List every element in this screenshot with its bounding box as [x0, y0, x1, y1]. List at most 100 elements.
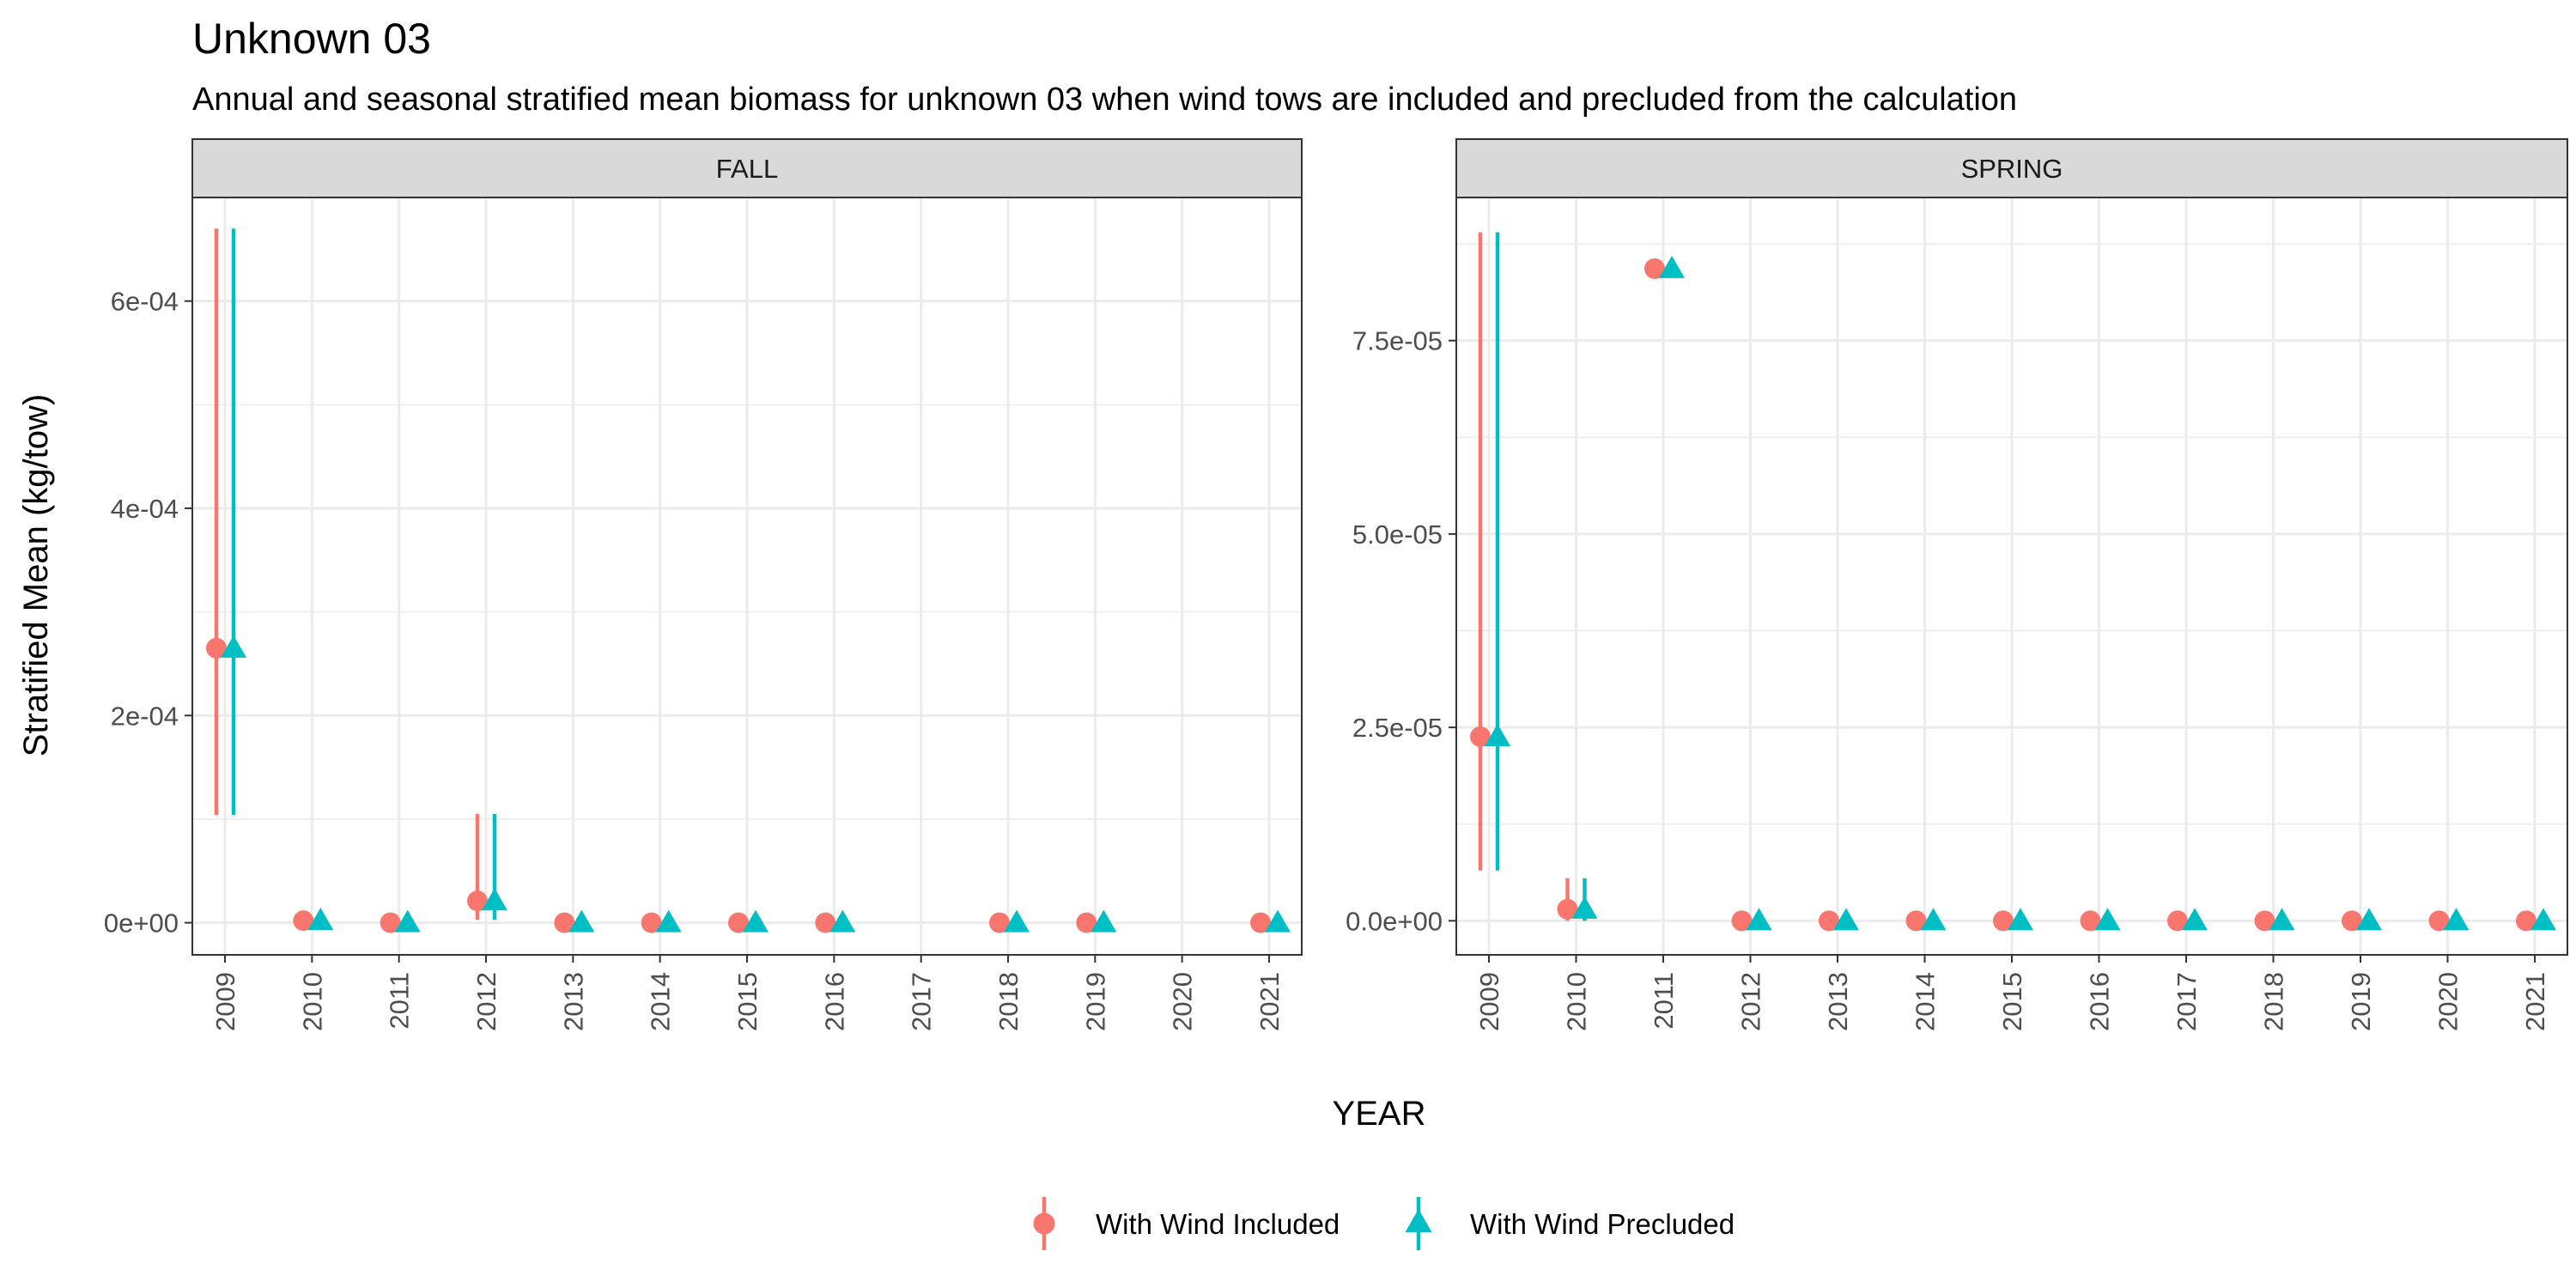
included-point-spring-2016 — [2080, 910, 2101, 932]
precluded-point-fall-2009 — [221, 635, 246, 658]
x-tick-label-fall: 2015 — [732, 972, 762, 1031]
included-point-spring-2010 — [1557, 898, 1578, 920]
panel-border-fall — [191, 197, 1303, 956]
included-point-fall-2019 — [1076, 912, 1097, 933]
included-point-fall-2014 — [641, 912, 662, 933]
y-axis-title: Stratified Mean (kg/tow) — [17, 394, 55, 756]
precluded-point-fall-2016 — [829, 909, 856, 933]
x-tick-label-fall: 2012 — [471, 972, 501, 1031]
y-tick-label-spring: 7.5e-05 — [1352, 326, 1443, 356]
x-tick-label-fall: 2013 — [558, 972, 588, 1031]
precluded-point-fall-2013 — [568, 909, 595, 933]
x-tick-label-fall: 2011 — [385, 972, 415, 1030]
x-tick-label-spring: 2017 — [2172, 972, 2202, 1031]
included-point-fall-2016 — [815, 912, 836, 933]
y-tick-label-spring: 2.5e-05 — [1352, 713, 1443, 743]
included-point-spring-2014 — [1905, 910, 1927, 932]
precluded-point-spring-2013 — [1833, 908, 1859, 931]
precluded-point-fall-2018 — [1004, 909, 1030, 933]
chart-subtitle: Annual and seasonal stratified mean biom… — [192, 82, 2017, 118]
y-tick-label-spring: 5.0e-05 — [1352, 519, 1443, 550]
y-tick-label-fall: 2e-04 — [111, 701, 179, 731]
x-tick-label-spring: 2016 — [2085, 972, 2115, 1031]
precluded-point-fall-2010 — [307, 908, 334, 931]
legend-key-precluded-triangle — [1405, 1209, 1432, 1232]
included-point-fall-2013 — [554, 912, 575, 933]
precluded-point-spring-2016 — [2094, 908, 2121, 931]
included-point-fall-2009 — [206, 637, 227, 659]
precluded-point-spring-2015 — [2008, 908, 2033, 931]
x-tick-label-spring: 2020 — [2433, 972, 2464, 1031]
precluded-point-spring-2011 — [1659, 255, 1685, 278]
legend-key-with-wind-included — [1033, 1197, 1055, 1250]
included-point-spring-2009 — [1470, 726, 1491, 747]
x-tick-label-spring: 2011 — [1649, 972, 1679, 1030]
x-tick-label-spring: 2013 — [1823, 972, 1853, 1031]
precluded-point-spring-2018 — [2269, 908, 2295, 931]
x-tick-label-spring: 2019 — [2346, 972, 2376, 1031]
x-tick-label-fall: 2021 — [1255, 972, 1285, 1031]
included-point-spring-2021 — [2516, 910, 2537, 932]
precluded-point-fall-2019 — [1091, 909, 1117, 933]
included-point-spring-2020 — [2428, 910, 2450, 932]
x-tick-label-fall: 2016 — [819, 972, 849, 1031]
x-tick-label-fall: 2009 — [210, 972, 240, 1031]
included-point-spring-2013 — [1819, 910, 1839, 932]
precluded-point-spring-2009 — [1485, 723, 1510, 746]
included-point-fall-2010 — [293, 910, 314, 932]
included-point-spring-2011 — [1644, 258, 1665, 279]
included-point-spring-2018 — [2254, 910, 2275, 932]
x-tick-label-spring: 2014 — [1911, 972, 1941, 1031]
included-point-fall-2012 — [467, 890, 488, 912]
included-point-spring-2019 — [2342, 910, 2362, 932]
x-tick-label-spring: 2010 — [1562, 972, 1592, 1031]
legend-key-included-dot — [1033, 1212, 1055, 1235]
legend-label-with-wind-included: With Wind Included — [1096, 1208, 1340, 1240]
panels-layer: FALL 0e+00 2e-04 4e-04 6e-04 2009 2010 2011 2012… — [104, 138, 2568, 1031]
y-tick-label-spring: 0.0e+00 — [1346, 906, 1443, 936]
legend: With Wind Included With Wind Precluded — [1033, 1197, 1735, 1250]
precluded-point-fall-2014 — [655, 909, 682, 933]
precluded-point-spring-2010 — [1571, 896, 1598, 919]
legend-label-with-wind-precluded: With Wind Precluded — [1470, 1208, 1735, 1240]
included-point-spring-2015 — [1993, 910, 2014, 932]
precluded-point-fall-2021 — [1265, 909, 1291, 933]
x-tick-label-spring: 2012 — [1736, 972, 1766, 1031]
precluded-point-spring-2012 — [1746, 908, 1772, 931]
legend-key-with-wind-precluded — [1405, 1197, 1432, 1250]
y-tick-label-fall: 4e-04 — [111, 494, 179, 524]
facet-strip-spring — [1455, 138, 2568, 198]
panel-border-spring — [1455, 197, 2568, 956]
x-tick-label-spring: 2015 — [1997, 972, 2027, 1031]
x-tick-label-fall: 2020 — [1168, 972, 1198, 1031]
x-tick-label-spring: 2021 — [2520, 972, 2550, 1031]
x-tick-label-fall: 2017 — [907, 972, 937, 1031]
precluded-point-spring-2020 — [2443, 908, 2470, 931]
included-point-spring-2017 — [2167, 910, 2188, 932]
facet-strip-fall — [191, 138, 1303, 198]
precluded-point-fall-2015 — [743, 909, 769, 933]
included-point-fall-2015 — [728, 912, 749, 933]
x-tick-label-fall: 2018 — [993, 972, 1024, 1031]
y-tick-label-fall: 0e+00 — [104, 908, 179, 939]
precluded-point-fall-2012 — [482, 888, 507, 911]
x-axis-title: YEAR — [1333, 1095, 1426, 1133]
x-tick-label-fall: 2019 — [1080, 972, 1110, 1031]
facet-strip-label-fall: FALL — [716, 154, 778, 184]
x-tick-label-spring: 2018 — [2259, 972, 2289, 1031]
included-point-fall-2021 — [1250, 912, 1271, 933]
precluded-point-fall-2011 — [394, 909, 421, 933]
x-tick-label-spring: 2009 — [1474, 972, 1504, 1031]
panel-spring: SPRING 0.0e+00 2.5e-05 5.0e-05 7.5e-05 2009 20… — [1346, 138, 2568, 1031]
precluded-point-spring-2019 — [2356, 908, 2382, 931]
included-point-spring-2012 — [1731, 910, 1753, 932]
y-tick-label-fall: 6e-04 — [111, 287, 179, 317]
included-point-fall-2011 — [380, 912, 401, 933]
included-point-fall-2018 — [989, 912, 1010, 933]
x-tick-label-fall: 2010 — [297, 972, 327, 1031]
precluded-point-spring-2017 — [2182, 908, 2208, 931]
precluded-point-spring-2021 — [2530, 908, 2556, 931]
facet-strip-label-spring: SPRING — [1961, 154, 2063, 184]
precluded-point-spring-2014 — [1920, 908, 1947, 931]
